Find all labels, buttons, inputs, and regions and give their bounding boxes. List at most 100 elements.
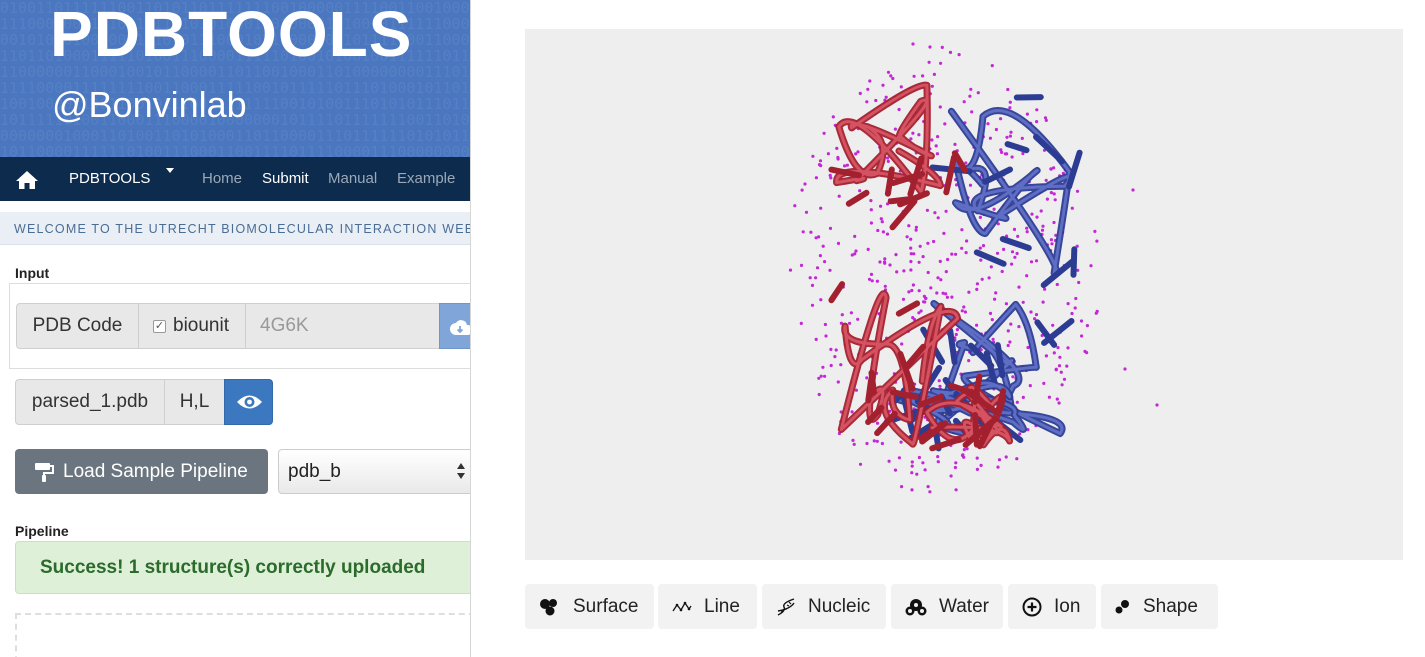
pdb-code-input[interactable]: 4G6K <box>245 303 440 349</box>
nav-submit[interactable]: Submit <box>262 170 309 187</box>
beta-strand <box>919 420 949 445</box>
beta-strand <box>943 154 957 196</box>
water-point <box>1008 340 1012 344</box>
water-point <box>1041 224 1045 228</box>
ion-button[interactable]: Ion <box>1008 584 1096 629</box>
water-point <box>886 70 891 74</box>
water-point <box>1052 166 1056 170</box>
line-button[interactable]: Line <box>658 584 757 629</box>
nav-brand-dropdown[interactable]: PDBTOOLS <box>69 170 151 187</box>
water-point <box>936 135 940 139</box>
beta-strand <box>1040 257 1077 289</box>
water-point <box>1041 300 1045 304</box>
surface-button[interactable]: Surface <box>525 584 654 629</box>
water-point <box>921 461 925 465</box>
molecule-viewer[interactable] <box>525 29 1403 560</box>
protein-structure-render[interactable] <box>525 29 1403 560</box>
water-point <box>991 337 995 341</box>
water-point <box>1015 457 1019 461</box>
pipeline-dropzone[interactable] <box>15 613 470 657</box>
water-point <box>1057 364 1062 368</box>
nucleic-icon <box>777 597 795 616</box>
load-sample-pipeline-button[interactable]: Load Sample Pipeline <box>15 449 268 494</box>
water-point <box>1000 269 1004 274</box>
water-point <box>1015 251 1019 256</box>
water-button[interactable]: Water <box>891 584 1003 629</box>
water-point <box>907 290 911 294</box>
water-point <box>935 152 939 156</box>
water-point <box>967 359 971 363</box>
water-point <box>836 155 840 160</box>
water-point <box>1010 155 1014 159</box>
water-point <box>1006 329 1010 333</box>
water-point <box>1083 349 1087 353</box>
water-point <box>938 259 942 263</box>
nav-manual[interactable]: Manual <box>328 170 378 187</box>
water-point <box>1047 395 1051 399</box>
water-point <box>909 137 913 141</box>
nav-home[interactable]: Home <box>202 170 243 187</box>
water-point <box>823 260 827 264</box>
water-point <box>988 136 992 140</box>
water-point <box>1053 198 1057 202</box>
beta-strand <box>976 420 994 450</box>
water-point <box>869 272 874 276</box>
water-point <box>962 448 966 452</box>
pipeline-select[interactable]: pdb_b <box>278 449 470 494</box>
water-point <box>902 269 906 273</box>
water-point <box>886 156 890 160</box>
line-icon <box>672 601 692 611</box>
chains-button[interactable]: H,L <box>164 379 225 425</box>
biounit-toggle[interactable]: ✓ biounit <box>138 303 246 349</box>
water-point <box>894 253 898 257</box>
water-point <box>1095 239 1099 243</box>
water-point <box>1039 209 1043 213</box>
water-point <box>975 323 979 327</box>
water-point <box>1045 197 1049 201</box>
nucleic-button[interactable]: Nucleic <box>762 584 886 629</box>
water-point <box>954 332 958 337</box>
beta-strand <box>1070 246 1078 278</box>
beta-strand <box>865 404 885 425</box>
chain-h-ribbon <box>828 81 1014 452</box>
water-point <box>967 290 971 294</box>
beta-strand <box>972 373 983 405</box>
water-point <box>849 311 853 315</box>
water-point <box>1155 403 1159 407</box>
water-point <box>1052 192 1056 196</box>
navbar: PDBTOOLS Home Submit Manual Example <box>0 157 470 201</box>
beta-strand <box>1066 149 1083 190</box>
water-point <box>926 485 930 489</box>
water-point <box>883 260 887 264</box>
ion-label: Ion <box>1054 595 1081 617</box>
water-point <box>837 194 841 198</box>
view-structure-button[interactable] <box>224 379 273 425</box>
water-point <box>799 263 804 267</box>
home-icon[interactable] <box>15 170 39 190</box>
beta-strand <box>904 343 927 369</box>
file-name-button[interactable]: parsed_1.pdb <box>15 379 165 425</box>
water-point <box>1049 167 1053 171</box>
water-point <box>1025 226 1029 230</box>
water-point <box>1008 100 1012 104</box>
nav-example[interactable]: Example <box>397 170 456 187</box>
water-point <box>926 270 930 275</box>
water-point <box>875 439 879 443</box>
panel-divider[interactable] <box>470 0 471 657</box>
water-point <box>978 215 982 219</box>
water-point <box>1040 228 1045 232</box>
pdb-code-button[interactable]: PDB Code <box>16 303 139 349</box>
water-point <box>1025 274 1029 278</box>
beta-strand <box>917 393 944 408</box>
biounit-checkbox[interactable]: ✓ <box>153 319 166 333</box>
eye-icon <box>237 395 262 409</box>
water-point <box>976 91 980 95</box>
fetch-button[interactable] <box>439 303 470 349</box>
water-point <box>854 152 858 156</box>
water-point <box>1018 432 1022 436</box>
water-point <box>819 206 823 210</box>
water-point <box>917 455 921 460</box>
shape-button[interactable]: Shape <box>1101 584 1218 629</box>
water-point <box>914 225 918 229</box>
water-point <box>834 348 838 352</box>
